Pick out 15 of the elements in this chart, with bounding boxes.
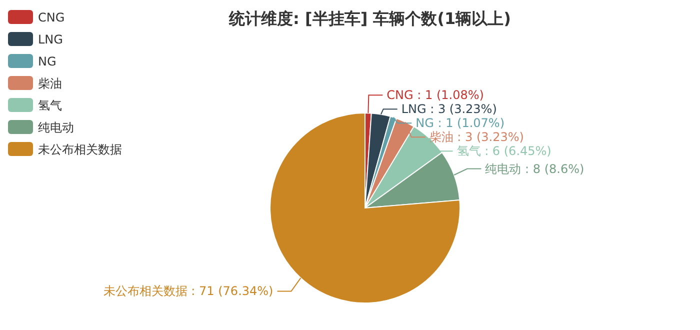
category-label: NG : 1 (1.07%)	[416, 116, 505, 130]
legend-label: 纯电动	[38, 120, 74, 134]
category-label: LNG : 3 (3.23%)	[401, 102, 497, 116]
category-label: CNG : 1 (1.08%)	[386, 88, 484, 102]
chart-title: 统计维度: [半挂车] 车辆个数(1辆以上)	[228, 9, 511, 28]
category-label: 纯电动 : 8 (8.6%)	[485, 162, 584, 176]
category-label: 未公布相关数据 : 71 (76.34%)	[103, 284, 274, 298]
legend-label: 氢气	[38, 98, 62, 112]
legend-label: NG	[38, 54, 56, 68]
legend-label: LNG	[38, 32, 63, 46]
legend-label: 柴油	[38, 76, 62, 90]
category-label: 氢气 : 6 (6.45%)	[456, 144, 552, 158]
legend-label: CNG	[38, 10, 65, 24]
category-label: 柴油 : 3 (3.23%)	[429, 130, 524, 144]
legend-label: 未公布相关数据	[38, 142, 122, 156]
